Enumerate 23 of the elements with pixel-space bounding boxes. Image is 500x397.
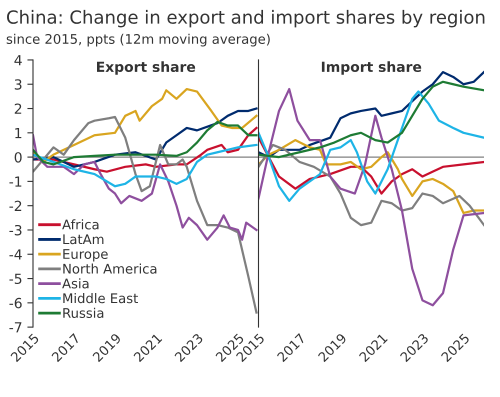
y-tick-label: 3 bbox=[14, 79, 22, 90]
legend-label: Africa bbox=[62, 219, 98, 230]
y-tick-label: -6 bbox=[9, 298, 22, 308]
y-tick-label: -7 bbox=[9, 322, 22, 332]
y-tick-label: -1 bbox=[9, 176, 22, 187]
text: since 2015, ppts (12m moving average) bbox=[6, 34, 270, 47]
y-tick-label: 1 bbox=[15, 128, 22, 138]
chart-title: Import share bbox=[322, 61, 422, 75]
y-tick-label: -5 bbox=[9, 274, 22, 284]
legend-label: Asia bbox=[62, 278, 88, 288]
y-tick-label: 2 bbox=[14, 103, 22, 114]
legend-label: North America bbox=[63, 264, 156, 274]
y-tick-label: 0 bbox=[14, 152, 22, 163]
y-tick-label: -4 bbox=[9, 249, 22, 260]
legend-label: Russia bbox=[63, 308, 104, 318]
legend-label: LatAm bbox=[63, 234, 104, 244]
legend-label: Europe bbox=[63, 249, 108, 262]
chart-title: Export share bbox=[97, 61, 196, 75]
y-tick-label: -2 bbox=[9, 200, 22, 211]
y-tick-label: -3 bbox=[9, 224, 22, 236]
y-tick-label: 4 bbox=[14, 55, 22, 66]
legend-label: Middle East bbox=[63, 293, 138, 304]
text: China: Change in export and import shares by region bbox=[7, 10, 484, 28]
